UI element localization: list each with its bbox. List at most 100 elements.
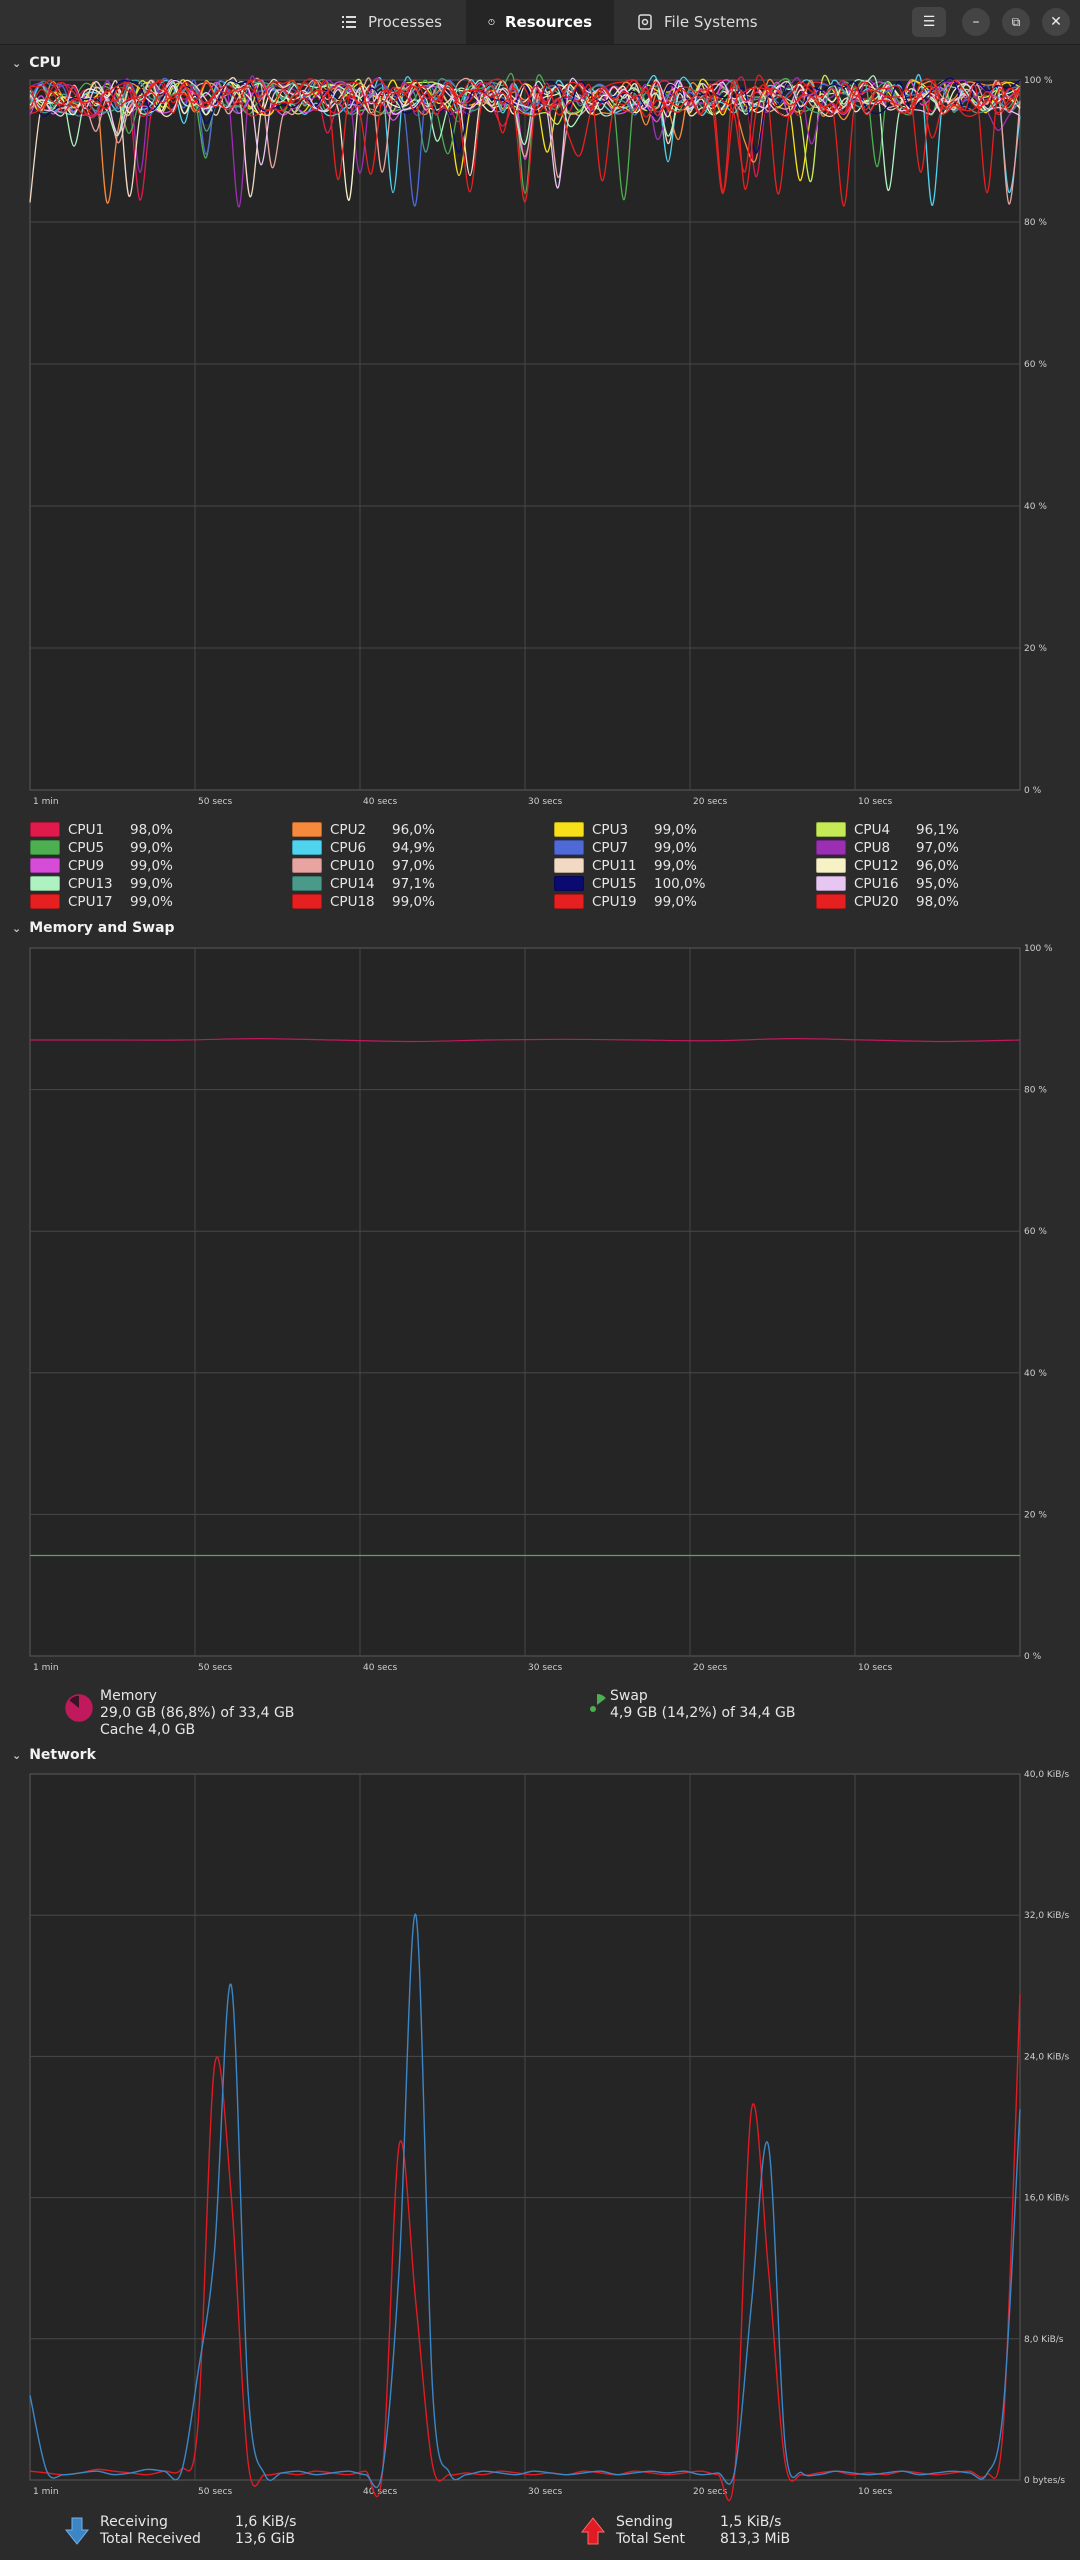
- gauge-icon: [488, 18, 495, 26]
- memory-section-header[interactable]: ⌄ Memory and Swap: [12, 918, 175, 938]
- color-swatch[interactable]: [816, 840, 846, 855]
- color-swatch[interactable]: [554, 894, 584, 909]
- close-icon: ✕: [1050, 14, 1062, 30]
- color-swatch[interactable]: [816, 822, 846, 837]
- cpu-legend-item-cpu10[interactable]: CPU10 97,0%: [292, 857, 452, 874]
- color-swatch[interactable]: [30, 894, 60, 909]
- cpu-x-tick: 50 secs: [198, 797, 232, 807]
- cpu-name: CPU12: [854, 857, 899, 874]
- cpu-legend-item-cpu7[interactable]: CPU7 99,0%: [554, 839, 714, 856]
- cpu-x-tick: 40 secs: [363, 797, 397, 807]
- color-swatch[interactable]: [816, 858, 846, 873]
- sending-label: Sending: [616, 2514, 673, 2530]
- cpu-name: CPU17: [68, 893, 113, 910]
- memory-y-tick: 0 %: [1024, 1652, 1042, 1662]
- network-x-tick: 1 min: [33, 2487, 59, 2497]
- cpu-value: 99,0%: [130, 893, 173, 910]
- cpu-legend-item-cpu1[interactable]: CPU1 98,0%: [30, 821, 190, 838]
- chevron-down-icon: ⌄: [12, 1748, 22, 1762]
- cpu-legend-item-cpu2[interactable]: CPU2 96,0%: [292, 821, 452, 838]
- minimize-icon: –: [972, 14, 980, 30]
- color-swatch[interactable]: [554, 840, 584, 855]
- cpu-legend-item-cpu3[interactable]: CPU3 99,0%: [554, 821, 714, 838]
- memory-title: Memory and Swap: [29, 920, 175, 936]
- cpu-legend-item-cpu12[interactable]: CPU12 96,0%: [816, 857, 976, 874]
- cpu-value: 95,0%: [916, 875, 959, 892]
- tab-file-systems[interactable]: File Systems: [614, 0, 784, 44]
- cpu-name: CPU13: [68, 875, 113, 892]
- cpu-name: CPU4: [854, 821, 891, 838]
- cpu-series-line-cpu19: [29, 78, 1021, 207]
- tab-resources[interactable]: Resources: [466, 0, 614, 44]
- cpu-section-header[interactable]: ⌄ CPU: [12, 53, 61, 73]
- color-swatch[interactable]: [816, 894, 846, 909]
- cpu-value: 96,1%: [916, 821, 959, 838]
- cpu-legend-item-cpu20[interactable]: CPU20 98,0%: [816, 893, 976, 910]
- upload-arrow-icon[interactable]: [580, 2516, 606, 2546]
- color-swatch[interactable]: [554, 876, 584, 891]
- color-swatch[interactable]: [292, 858, 322, 873]
- cpu-name: CPU19: [592, 893, 637, 910]
- cpu-name: CPU5: [68, 839, 105, 856]
- cpu-name: CPU20: [854, 893, 899, 910]
- color-swatch[interactable]: [816, 876, 846, 891]
- color-swatch[interactable]: [292, 876, 322, 891]
- color-swatch[interactable]: [292, 840, 322, 855]
- cpu-legend-item-cpu13[interactable]: CPU13 99,0%: [30, 875, 190, 892]
- disk-icon: [638, 14, 652, 30]
- sending-info: Sending 1,5 KiB/s Total Sent 813,3 MiB: [580, 2514, 790, 2548]
- network-y-tick: 16,0 KiB/s: [1024, 2194, 1070, 2204]
- color-swatch[interactable]: [292, 822, 322, 837]
- header-bar: Processes Resources File Systems ☰ – ⧉ ✕: [0, 0, 1080, 45]
- cpu-name: CPU14: [330, 875, 375, 892]
- cpu-y-tick: 60 %: [1024, 360, 1047, 370]
- network-x-tick: 40 secs: [363, 2487, 397, 2497]
- cpu-legend-item-cpu17[interactable]: CPU17 99,0%: [30, 893, 190, 910]
- cpu-x-tick: 20 secs: [693, 797, 727, 807]
- cpu-series-line-cpu12: [29, 81, 1021, 201]
- memory-y-tick: 80 %: [1024, 1086, 1047, 1096]
- cpu-legend-item-cpu9[interactable]: CPU9 99,0%: [30, 857, 190, 874]
- color-swatch[interactable]: [30, 876, 60, 891]
- cpu-value: 99,0%: [654, 857, 697, 874]
- restore-button[interactable]: ⧉: [1002, 8, 1030, 36]
- cpu-legend-item-cpu18[interactable]: CPU18 99,0%: [292, 893, 452, 910]
- network-x-tick: 30 secs: [528, 2487, 562, 2497]
- memory-x-tick: 50 secs: [198, 1663, 232, 1673]
- swap-pie-icon[interactable]: [584, 1692, 610, 1718]
- cpu-legend-item-cpu6[interactable]: CPU6 94,9%: [292, 839, 452, 856]
- network-y-tick: 8,0 KiB/s: [1024, 2335, 1064, 2345]
- cpu-legend-item-cpu4[interactable]: CPU4 96,1%: [816, 821, 976, 838]
- cpu-legend-item-cpu16[interactable]: CPU16 95,0%: [816, 875, 976, 892]
- cpu-name: CPU11: [592, 857, 637, 874]
- color-swatch[interactable]: [292, 894, 322, 909]
- cpu-value: 99,0%: [654, 893, 697, 910]
- cpu-legend-item-cpu11[interactable]: CPU11 99,0%: [554, 857, 714, 874]
- memory-x-tick: 10 secs: [858, 1663, 892, 1673]
- close-button[interactable]: ✕: [1042, 8, 1070, 36]
- receiving-info: Receiving 1,6 KiB/s Total Received 13,6 Gi…: [64, 2514, 296, 2548]
- cpu-name: CPU18: [330, 893, 375, 910]
- cpu-legend-item-cpu14[interactable]: CPU14 97,1%: [292, 875, 452, 892]
- network-section-header[interactable]: ⌄ Network: [12, 1745, 96, 1765]
- chevron-down-icon: ⌄: [12, 921, 22, 935]
- memory-pie-icon[interactable]: [64, 1693, 94, 1723]
- total-received-value: 13,6 GiB: [235, 2531, 295, 2547]
- cpu-legend-item-cpu19[interactable]: CPU19 99,0%: [554, 893, 714, 910]
- color-swatch[interactable]: [554, 858, 584, 873]
- minimize-button[interactable]: –: [962, 8, 990, 36]
- menu-button[interactable]: ☰: [912, 7, 946, 37]
- color-swatch[interactable]: [30, 858, 60, 873]
- cpu-legend-item-cpu15[interactable]: CPU15 100,0%: [554, 875, 714, 892]
- color-swatch[interactable]: [30, 840, 60, 855]
- tab-processes[interactable]: Processes: [318, 0, 466, 44]
- color-swatch[interactable]: [554, 822, 584, 837]
- download-arrow-icon[interactable]: [64, 2516, 90, 2546]
- cpu-legend-item-cpu8[interactable]: CPU8 97,0%: [816, 839, 976, 856]
- cpu-value: 99,0%: [130, 839, 173, 856]
- color-swatch[interactable]: [30, 822, 60, 837]
- sending-value: 1,5 KiB/s: [720, 2514, 782, 2530]
- cpu-legend-item-cpu5[interactable]: CPU5 99,0%: [30, 839, 190, 856]
- total-sent-value: 813,3 MiB: [720, 2531, 791, 2547]
